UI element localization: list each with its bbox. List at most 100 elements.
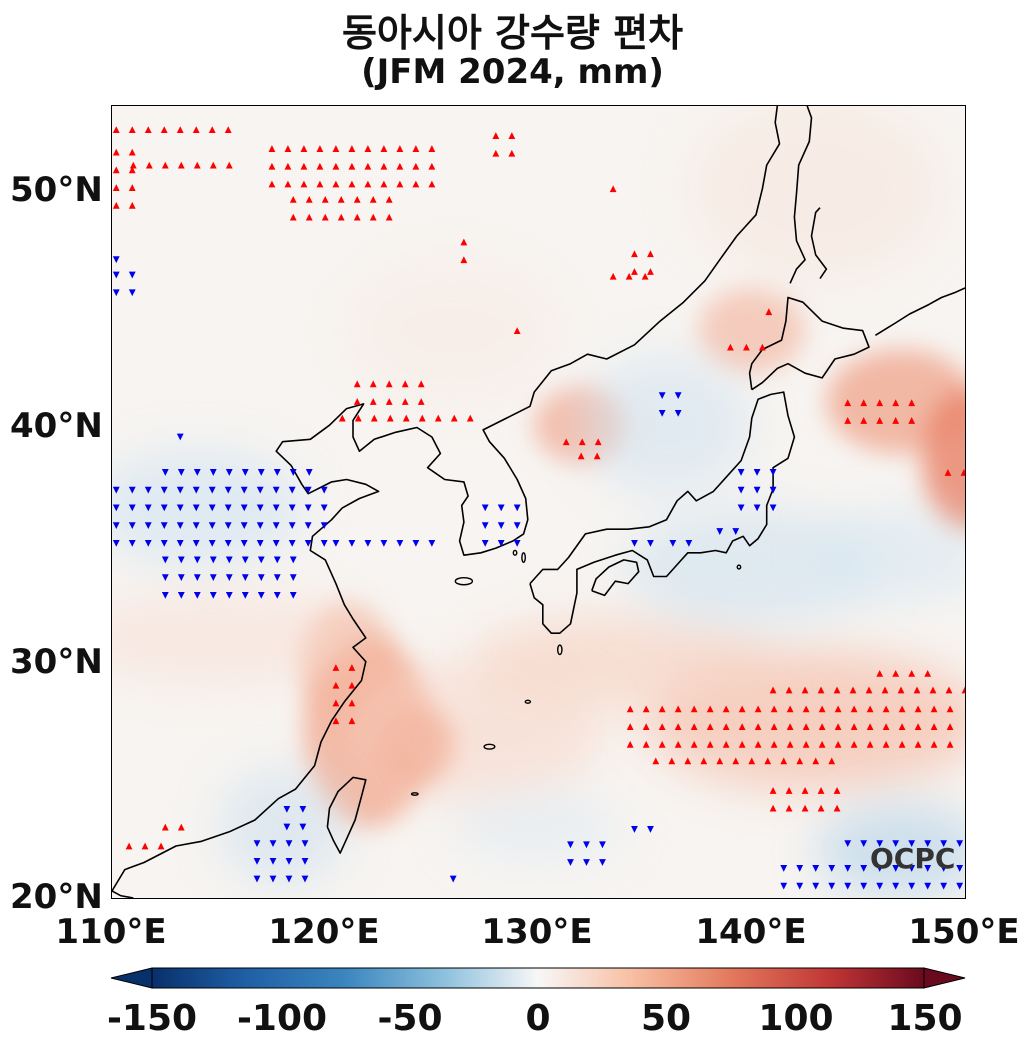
positive-significance-marker — [722, 705, 730, 713]
positive-significance-marker — [929, 686, 937, 694]
positive-significance-marker — [802, 705, 810, 713]
negative-significance-marker — [128, 504, 136, 512]
negative-significance-marker — [273, 469, 281, 476]
positive-significance-marker — [802, 723, 810, 730]
positive-significance-marker — [700, 757, 708, 765]
negative-significance-marker — [304, 486, 312, 494]
negative-significance-marker — [320, 539, 328, 547]
negative-significance-marker — [273, 574, 281, 582]
positive-significance-marker — [748, 757, 756, 765]
positive-significance-marker — [321, 213, 329, 221]
positive-significance-marker — [641, 272, 649, 280]
positive-significance-marker — [129, 161, 137, 169]
negative-significance-marker — [208, 539, 216, 547]
negative-significance-marker — [285, 840, 293, 848]
island — [524, 699, 532, 704]
lon-label-150: 150°E — [908, 912, 1020, 952]
positive-significance-marker — [876, 417, 884, 424]
positive-significance-marker — [914, 723, 922, 730]
positive-significance-marker — [647, 250, 654, 258]
negative-significance-marker — [112, 522, 120, 530]
negative-significance-marker — [769, 469, 777, 476]
colorbar-tick-50: 50 — [640, 998, 692, 1039]
negative-significance-marker — [128, 539, 136, 547]
negative-significance-marker — [876, 865, 884, 872]
negative-significance-marker — [658, 392, 666, 400]
positive-significance-marker — [348, 699, 356, 707]
coastline-segment — [874, 287, 965, 336]
positive-significance-marker — [690, 740, 698, 748]
positive-significance-marker — [332, 162, 340, 170]
positive-significance-marker — [908, 417, 916, 424]
positive-significance-marker — [866, 723, 874, 730]
positive-significance-marker — [684, 757, 692, 765]
positive-significance-marker — [417, 380, 425, 388]
positive-significance-marker — [316, 145, 324, 152]
positive-significance-marker — [380, 162, 388, 170]
negative-significance-marker — [160, 504, 168, 512]
negative-significance-marker — [289, 574, 297, 582]
positive-significance-marker — [380, 145, 388, 152]
anomaly-blob — [687, 106, 944, 284]
positive-significance-marker — [908, 670, 916, 677]
negative-significance-marker — [224, 522, 232, 530]
positive-significance-marker — [850, 705, 858, 713]
negative-significance-marker — [956, 865, 964, 872]
positive-significance-marker — [508, 149, 516, 157]
positive-significance-marker — [738, 740, 746, 748]
negative-significance-marker — [288, 504, 296, 512]
coastline-segment — [748, 296, 870, 391]
colorbar-min-extend — [110, 967, 153, 989]
colorbar-max-extend — [923, 967, 966, 989]
negative-significance-marker — [320, 486, 328, 494]
positive-significance-marker — [460, 256, 468, 264]
negative-significance-marker — [288, 522, 296, 530]
positive-significance-marker — [332, 681, 340, 689]
positive-significance-marker — [348, 681, 356, 689]
positive-significance-marker — [144, 126, 152, 134]
negative-significance-marker — [225, 469, 233, 476]
negative-significance-marker — [209, 574, 217, 582]
positive-significance-marker — [332, 717, 340, 725]
positive-significance-marker — [128, 148, 136, 156]
lat-label-50: 50°N — [10, 170, 103, 210]
negative-significance-marker — [940, 882, 948, 890]
positive-significance-marker — [364, 162, 372, 170]
negative-significance-marker — [301, 840, 309, 848]
positive-significance-marker — [631, 268, 638, 275]
negative-significance-marker — [348, 539, 356, 547]
positive-significance-marker — [913, 686, 921, 694]
negative-significance-marker — [599, 841, 606, 849]
negative-significance-marker — [209, 469, 217, 476]
negative-significance-marker — [225, 591, 233, 599]
negative-significance-marker — [769, 486, 777, 494]
negative-significance-marker — [647, 539, 654, 547]
negative-significance-marker — [380, 539, 388, 547]
negative-significance-marker — [497, 522, 505, 530]
positive-significance-marker — [898, 723, 906, 730]
positive-significance-marker — [192, 126, 200, 134]
negative-significance-marker — [224, 539, 232, 547]
negative-significance-marker — [128, 486, 136, 494]
anomaly-blob — [346, 661, 603, 804]
positive-significance-marker — [866, 705, 874, 713]
negative-significance-marker — [208, 504, 216, 512]
negative-significance-marker — [924, 840, 932, 848]
positive-significance-marker — [268, 145, 276, 152]
positive-significance-marker — [785, 787, 793, 794]
negative-significance-marker — [112, 271, 120, 279]
positive-significance-marker — [944, 469, 952, 476]
negative-significance-marker — [192, 504, 200, 512]
negative-significance-marker — [364, 539, 372, 547]
positive-significance-marker — [818, 705, 826, 713]
positive-significance-marker — [412, 145, 420, 152]
positive-significance-marker — [706, 740, 714, 748]
negative-significance-marker — [780, 882, 788, 890]
negative-significance-marker — [844, 882, 852, 890]
positive-significance-marker — [625, 272, 633, 280]
negative-significance-marker — [256, 504, 264, 512]
positive-significance-marker — [892, 417, 900, 424]
positive-significance-marker — [305, 195, 313, 203]
positive-significance-marker — [732, 757, 740, 765]
colorbar-gradient — [151, 967, 925, 989]
